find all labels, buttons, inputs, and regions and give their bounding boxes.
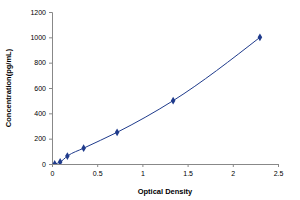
y-tick: 600 [34,85,52,92]
x-tick-mark [278,164,279,167]
x-tick-mark [188,164,189,167]
data-point [115,128,120,136]
y-tick-label: 1000 [30,34,46,41]
data-point [65,152,70,160]
x-tick-mark [97,164,98,167]
y-tick-label: 600 [34,85,46,92]
x-tick-label: 2.5 [274,170,284,177]
x-axis-line [53,165,279,168]
y-tick: 1200 [30,9,52,16]
data-layer [52,33,262,164]
y-tick: 200 [34,135,52,142]
y-tick: 800 [34,59,52,66]
y-axis: 0 200 400 600 800 1000 1200 [30,9,52,168]
x-tick-label: 2 [231,170,235,177]
data-point [58,158,63,164]
y-tick-mark [49,37,52,38]
x-tick: 0 [51,164,55,177]
curve-line [55,37,260,164]
y-tick-label: 200 [34,135,46,142]
x-tick: 2 [231,164,235,177]
data-point [81,144,86,152]
x-tick-mark [233,164,234,167]
chart-container: 0 0.5 1 1.5 2 2.5 0 200 400 600 800 1000 1200 Optical… [0,0,300,200]
x-tick-mark [142,164,143,167]
x-tick: 1.5 [183,164,193,177]
chart-svg: 0 0.5 1 1.5 2 2.5 0 200 400 600 800 1000 1200 Optical… [0,0,300,200]
x-axis-title: Optical Density [138,187,193,196]
y-tick-mark [49,88,52,89]
y-axis-title: Concentration(pg/mL) [4,48,13,127]
y-axis-line [49,13,53,165]
y-tick: 400 [34,110,52,117]
data-point [171,97,176,105]
x-tick: 0.5 [93,164,103,177]
y-tick-mark [49,164,52,165]
x-tick-label: 1.5 [183,170,193,177]
x-axis: 0 0.5 1 1.5 2 2.5 [51,164,284,177]
x-tick-label: 0.5 [93,170,103,177]
x-tick-label: 1 [141,170,145,177]
data-point [52,160,57,164]
y-tick-mark [49,113,52,114]
x-tick: 2.5 [274,164,284,177]
y-tick: 1000 [30,34,52,41]
y-tick-label: 800 [34,59,46,66]
plot-area: 0 0.5 1 1.5 2 2.5 0 200 400 600 800 1000 1200 [30,9,283,178]
y-tick-label: 400 [34,110,46,117]
x-tick-label: 0 [51,170,55,177]
y-tick-mark [49,139,52,140]
y-tick-label: 0 [42,161,46,168]
data-point [258,33,263,41]
y-tick: 0 [42,161,52,168]
x-tick: 1 [141,164,145,177]
y-tick-mark [49,12,52,13]
y-tick-mark [49,63,52,64]
y-tick-label: 1200 [30,9,46,16]
